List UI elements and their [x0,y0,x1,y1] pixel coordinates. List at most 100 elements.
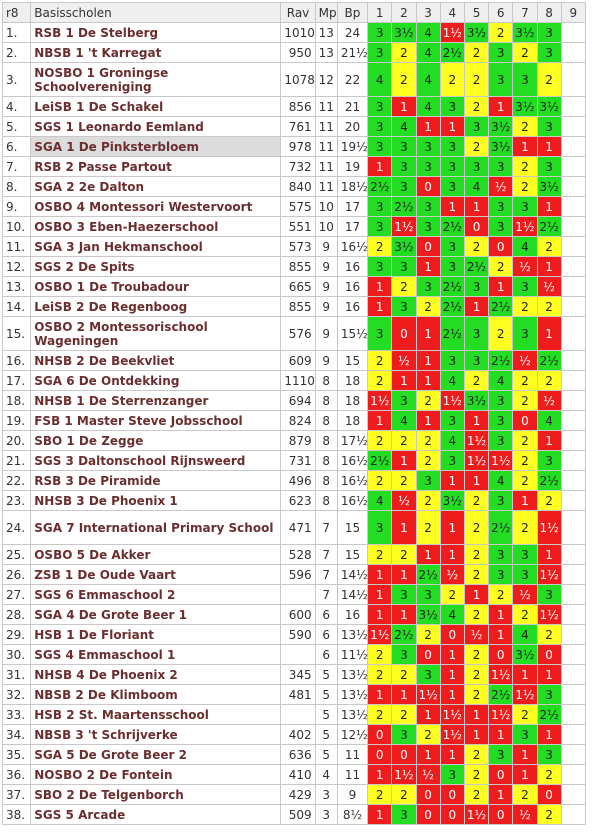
round-score: 2 [512,604,538,625]
round-score: 3 [439,350,465,371]
round-score: ½ [391,490,417,511]
table-row: 15. OSBO 2 Montessorischool Wageningen 576… [1,316,587,351]
rank: 27. [1,584,32,605]
table-row: 23. NHSB 3 De Phoenix 1 623 8 16½ 4 ½ 2 3½ 2 3 1 2 [1,490,587,511]
school-name: SGS 6 Emmaschool 2 [30,584,282,605]
round-score: 3 [463,350,490,371]
round-score: 3 [488,62,514,97]
match-points: 13 [314,42,338,63]
rank: 19. [1,410,32,431]
match-points: 7 [314,510,338,545]
round-score: 2 [536,804,562,825]
school-name: SGA 2 2e Dalton [30,176,282,197]
round-score: 3 [439,764,465,785]
board-points: 15 [336,510,369,545]
table-row: 25. OSBO 5 De Akker 528 7 15 2 2 1 1 2 3 3 1 [1,544,587,565]
board-points: 24 [336,22,369,43]
round-score: ½ [415,764,441,785]
round-score: ½ [536,276,562,297]
round-score: 2 [512,470,538,491]
round-score: 3 [415,136,441,157]
round-score: 3 [391,644,417,665]
round-score: 1 [391,370,417,391]
board-points: 16½ [336,490,369,511]
school-name: NHSB 1 De Sterrenzanger [30,390,282,411]
round-score: 0 [391,316,417,351]
round-score: 3 [488,430,514,451]
round-score: 1 [536,196,562,217]
column-header: 5 [463,2,490,23]
round-score: 1 [463,410,490,431]
board-points: 14½ [336,564,369,585]
rank: 23. [1,490,32,511]
round-score: 2½ [463,256,490,277]
round-score: 3 [367,22,393,43]
round-score: 3½ [488,116,514,137]
round-score: 3 [415,156,441,177]
round-score: 0 [415,176,441,197]
round-score: 2 [536,236,562,257]
round-score: 4 [415,96,441,117]
round-score: 0 [536,784,562,805]
round-score: 3 [512,276,538,297]
rank: 20. [1,430,32,451]
rating: 879 [280,430,316,451]
school-name: SGS 3 Daltonschool Rijnsweerd [30,450,282,471]
round-score: 2 [367,430,393,451]
board-points: 12½ [336,724,369,745]
round-score: ½ [536,390,562,411]
rating: 590 [280,624,316,645]
column-header: 8 [536,2,562,23]
board-points: 14½ [336,584,369,605]
round-score: 2 [463,510,490,545]
rating: 856 [280,96,316,117]
round-score: 3 [415,470,441,491]
rank: 28. [1,604,32,625]
round-score: 2 [512,704,538,725]
round-score: 2 [415,510,441,545]
round-score: 2 [512,176,538,197]
round-score: 0 [439,784,465,805]
school-name: NBSB 2 De Klimboom [30,684,282,705]
round-score: 1 [415,544,441,565]
round-score: 2 [463,96,490,117]
table-row: 29. HSB 1 De Floriant 590 6 13½ 1½ 2½ 2 0 ½ 1 4 2 [1,624,587,645]
board-points: 16 [336,604,369,625]
rank: 25. [1,544,32,565]
match-points: 9 [314,316,338,351]
board-points: 19½ [336,136,369,157]
round-score: 3 [488,216,514,237]
round-score [560,276,587,297]
round-score: 4 [367,62,393,97]
round-score: 3 [488,490,514,511]
board-points: 16 [336,296,369,317]
table-row: 14. LeiSB 2 De Regenboog 855 9 16 1 3 2 2½ 1 2½ 2 2 [1,296,587,317]
round-score: 1 [367,684,393,705]
round-score: 2 [463,684,490,705]
round-score: 3½ [512,644,538,665]
match-points: 9 [314,276,338,297]
school-name: SGS 2 De Spits [30,256,282,277]
round-score: 1 [415,256,441,277]
round-score: 2 [488,584,514,605]
rank: 14. [1,296,32,317]
school-name: HSB 1 De Floriant [30,624,282,645]
round-score: 4 [439,370,465,391]
header-row: r8 Basisscholen Rav Mp Bp 1 2 3 4 5 6 7 8 9 [1,2,587,23]
table-row: 36. NOSBO 2 De Fontein 410 4 11 1 1½ ½ 3 2 0 1 2 [1,764,587,785]
school-name: ZSB 1 De Oude Vaart [30,564,282,585]
round-score: 3 [536,42,562,63]
round-score: 4 [367,490,393,511]
round-score: 2 [512,510,538,545]
board-points: 22 [336,62,369,97]
round-score: 1 [415,116,441,137]
round-score: 2 [367,644,393,665]
round-score: 3 [439,450,465,471]
rating: 471 [280,510,316,545]
rating: 429 [280,784,316,805]
round-score: 4 [415,22,441,43]
round-score: 2 [536,62,562,97]
column-header: 2 [391,2,417,23]
round-score: 2½ [391,196,417,217]
round-score: 4 [488,370,514,391]
